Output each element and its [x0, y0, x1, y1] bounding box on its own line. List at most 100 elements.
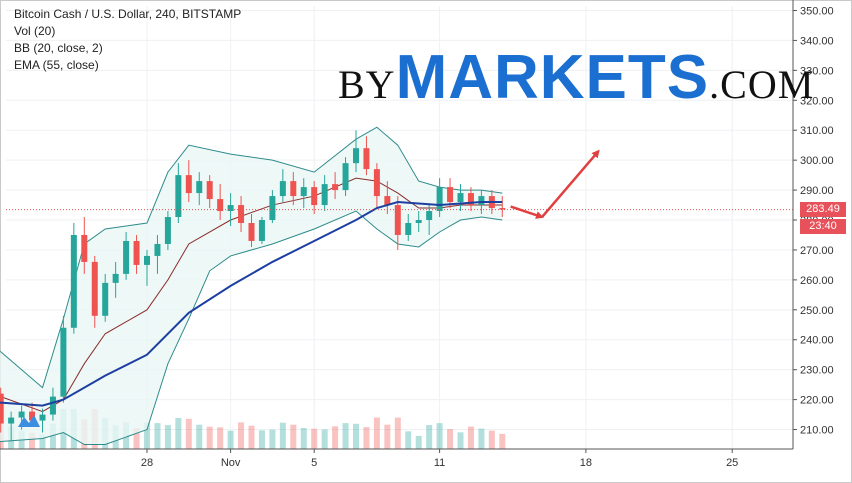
candle-body [363, 148, 370, 170]
volume-bar [175, 418, 182, 449]
candle-body [457, 193, 464, 203]
bar-countdown-tag: 23:40 [800, 218, 846, 234]
candle-body [342, 163, 349, 191]
volume-bar [185, 418, 192, 449]
candle-body [227, 205, 234, 212]
candle-body [426, 211, 433, 221]
logo-com: .COM [709, 62, 815, 107]
logo-by: BY [338, 62, 396, 107]
ema-55-line [0, 201, 503, 407]
x-tick-label: Nov [221, 457, 241, 469]
volume-bar [39, 434, 46, 449]
bb-upper-line [0, 126, 503, 389]
candle-body [311, 187, 318, 206]
y-tick-label: 240.00 [800, 335, 834, 347]
candle-body [18, 411, 25, 418]
volume-bar [415, 435, 422, 449]
candle-body [196, 181, 203, 194]
candle-body [353, 148, 359, 164]
axes: 350.00 340.00 330.00 320.00 310.00 300.00 290.… [0, 0, 834, 469]
y-tick-label: 260.00 [800, 275, 834, 287]
forecast-arrow-up [541, 149, 600, 218]
volume-bar [457, 432, 464, 449]
candle-body [164, 217, 171, 244]
y-tick-label: 320.00 [800, 95, 834, 107]
candle-body [81, 234, 88, 262]
volume-bar [29, 432, 36, 449]
last-price-tag: 283.49 [800, 201, 846, 217]
volume-bar [332, 426, 339, 449]
candle-body [91, 261, 98, 316]
candle-body [332, 184, 339, 191]
volume-indicator-label[interactable]: Vol (20) [14, 24, 56, 38]
candle-body [279, 181, 286, 197]
y-tick-label: 330.00 [800, 65, 834, 77]
candle-body [206, 181, 213, 200]
volume-bar [384, 424, 391, 449]
x-tick-label: 18 [580, 457, 592, 469]
ema-indicator-label[interactable]: EMA (55, close) [14, 58, 99, 72]
candle-body [49, 396, 56, 415]
y-tick-label: 310.00 [800, 125, 834, 137]
candle-body [217, 199, 224, 212]
candle-body [258, 220, 265, 241]
y-tick-label: 210.00 [800, 425, 834, 437]
y-tick-label: 250.00 [800, 305, 834, 317]
candle-body [112, 273, 119, 283]
y-tick-label: 300.00 [800, 155, 834, 167]
candle-body [394, 205, 401, 235]
volume-bar [373, 417, 380, 449]
volume-bar [405, 431, 412, 449]
indicator-lines [0, 201, 793, 407]
volume-bar [238, 422, 245, 449]
candle-body [144, 255, 150, 265]
symbol-title[interactable]: Bitcoin Cash / U.S. Dollar, 240, BITSTAM… [14, 7, 242, 21]
volume-bar [342, 423, 349, 449]
volume-bar [488, 430, 495, 449]
candle-body [478, 196, 485, 206]
candle-body [373, 169, 380, 197]
volume-bar [426, 425, 433, 449]
candle-body [8, 417, 15, 424]
volume-bar [133, 428, 140, 449]
chart-legend: Bitcoin Cash / U.S. Dollar, 240, BITSTAM… [14, 6, 241, 74]
y-tick-label: 350.00 [800, 5, 834, 17]
volume-bar [49, 423, 56, 449]
logo-markets: MARKETS [395, 43, 710, 112]
x-tick-label: 5 [311, 457, 317, 469]
volume-bar [300, 428, 307, 449]
candle-body [238, 205, 245, 224]
y-tick-label: 290.00 [800, 185, 834, 197]
candle-body [384, 196, 391, 206]
candle-body [29, 411, 36, 421]
candle-body [133, 240, 140, 265]
candle-body [300, 187, 307, 197]
volume-bar [258, 430, 265, 449]
annotations [18, 149, 600, 427]
candle-body [269, 196, 276, 221]
volume-bar [353, 423, 359, 449]
volume-bar [311, 428, 318, 449]
volume-bar [154, 423, 161, 449]
volume-bar [394, 417, 401, 449]
volume-bar [467, 426, 474, 449]
x-tick-label: 28 [141, 457, 153, 469]
volume-bar [321, 429, 328, 449]
volume-bar [164, 425, 171, 449]
forecast-arrow-down [510, 205, 544, 219]
candle-body [102, 282, 109, 316]
y-tick-label: 230.00 [800, 365, 834, 377]
candle-body [499, 208, 506, 210]
volume-bar [196, 424, 203, 449]
candle-body [321, 184, 328, 206]
bollinger-indicator-label[interactable]: BB (20, close, 2) [14, 41, 103, 55]
candle-body [405, 223, 412, 235]
candle-body [290, 181, 297, 197]
y-tick-label: 340.00 [800, 35, 834, 47]
x-tick-label: 11 [434, 457, 445, 469]
candle-body [39, 414, 46, 421]
candle-body [447, 187, 454, 203]
bb-lower-line [0, 210, 503, 446]
volume-bar [248, 425, 255, 449]
